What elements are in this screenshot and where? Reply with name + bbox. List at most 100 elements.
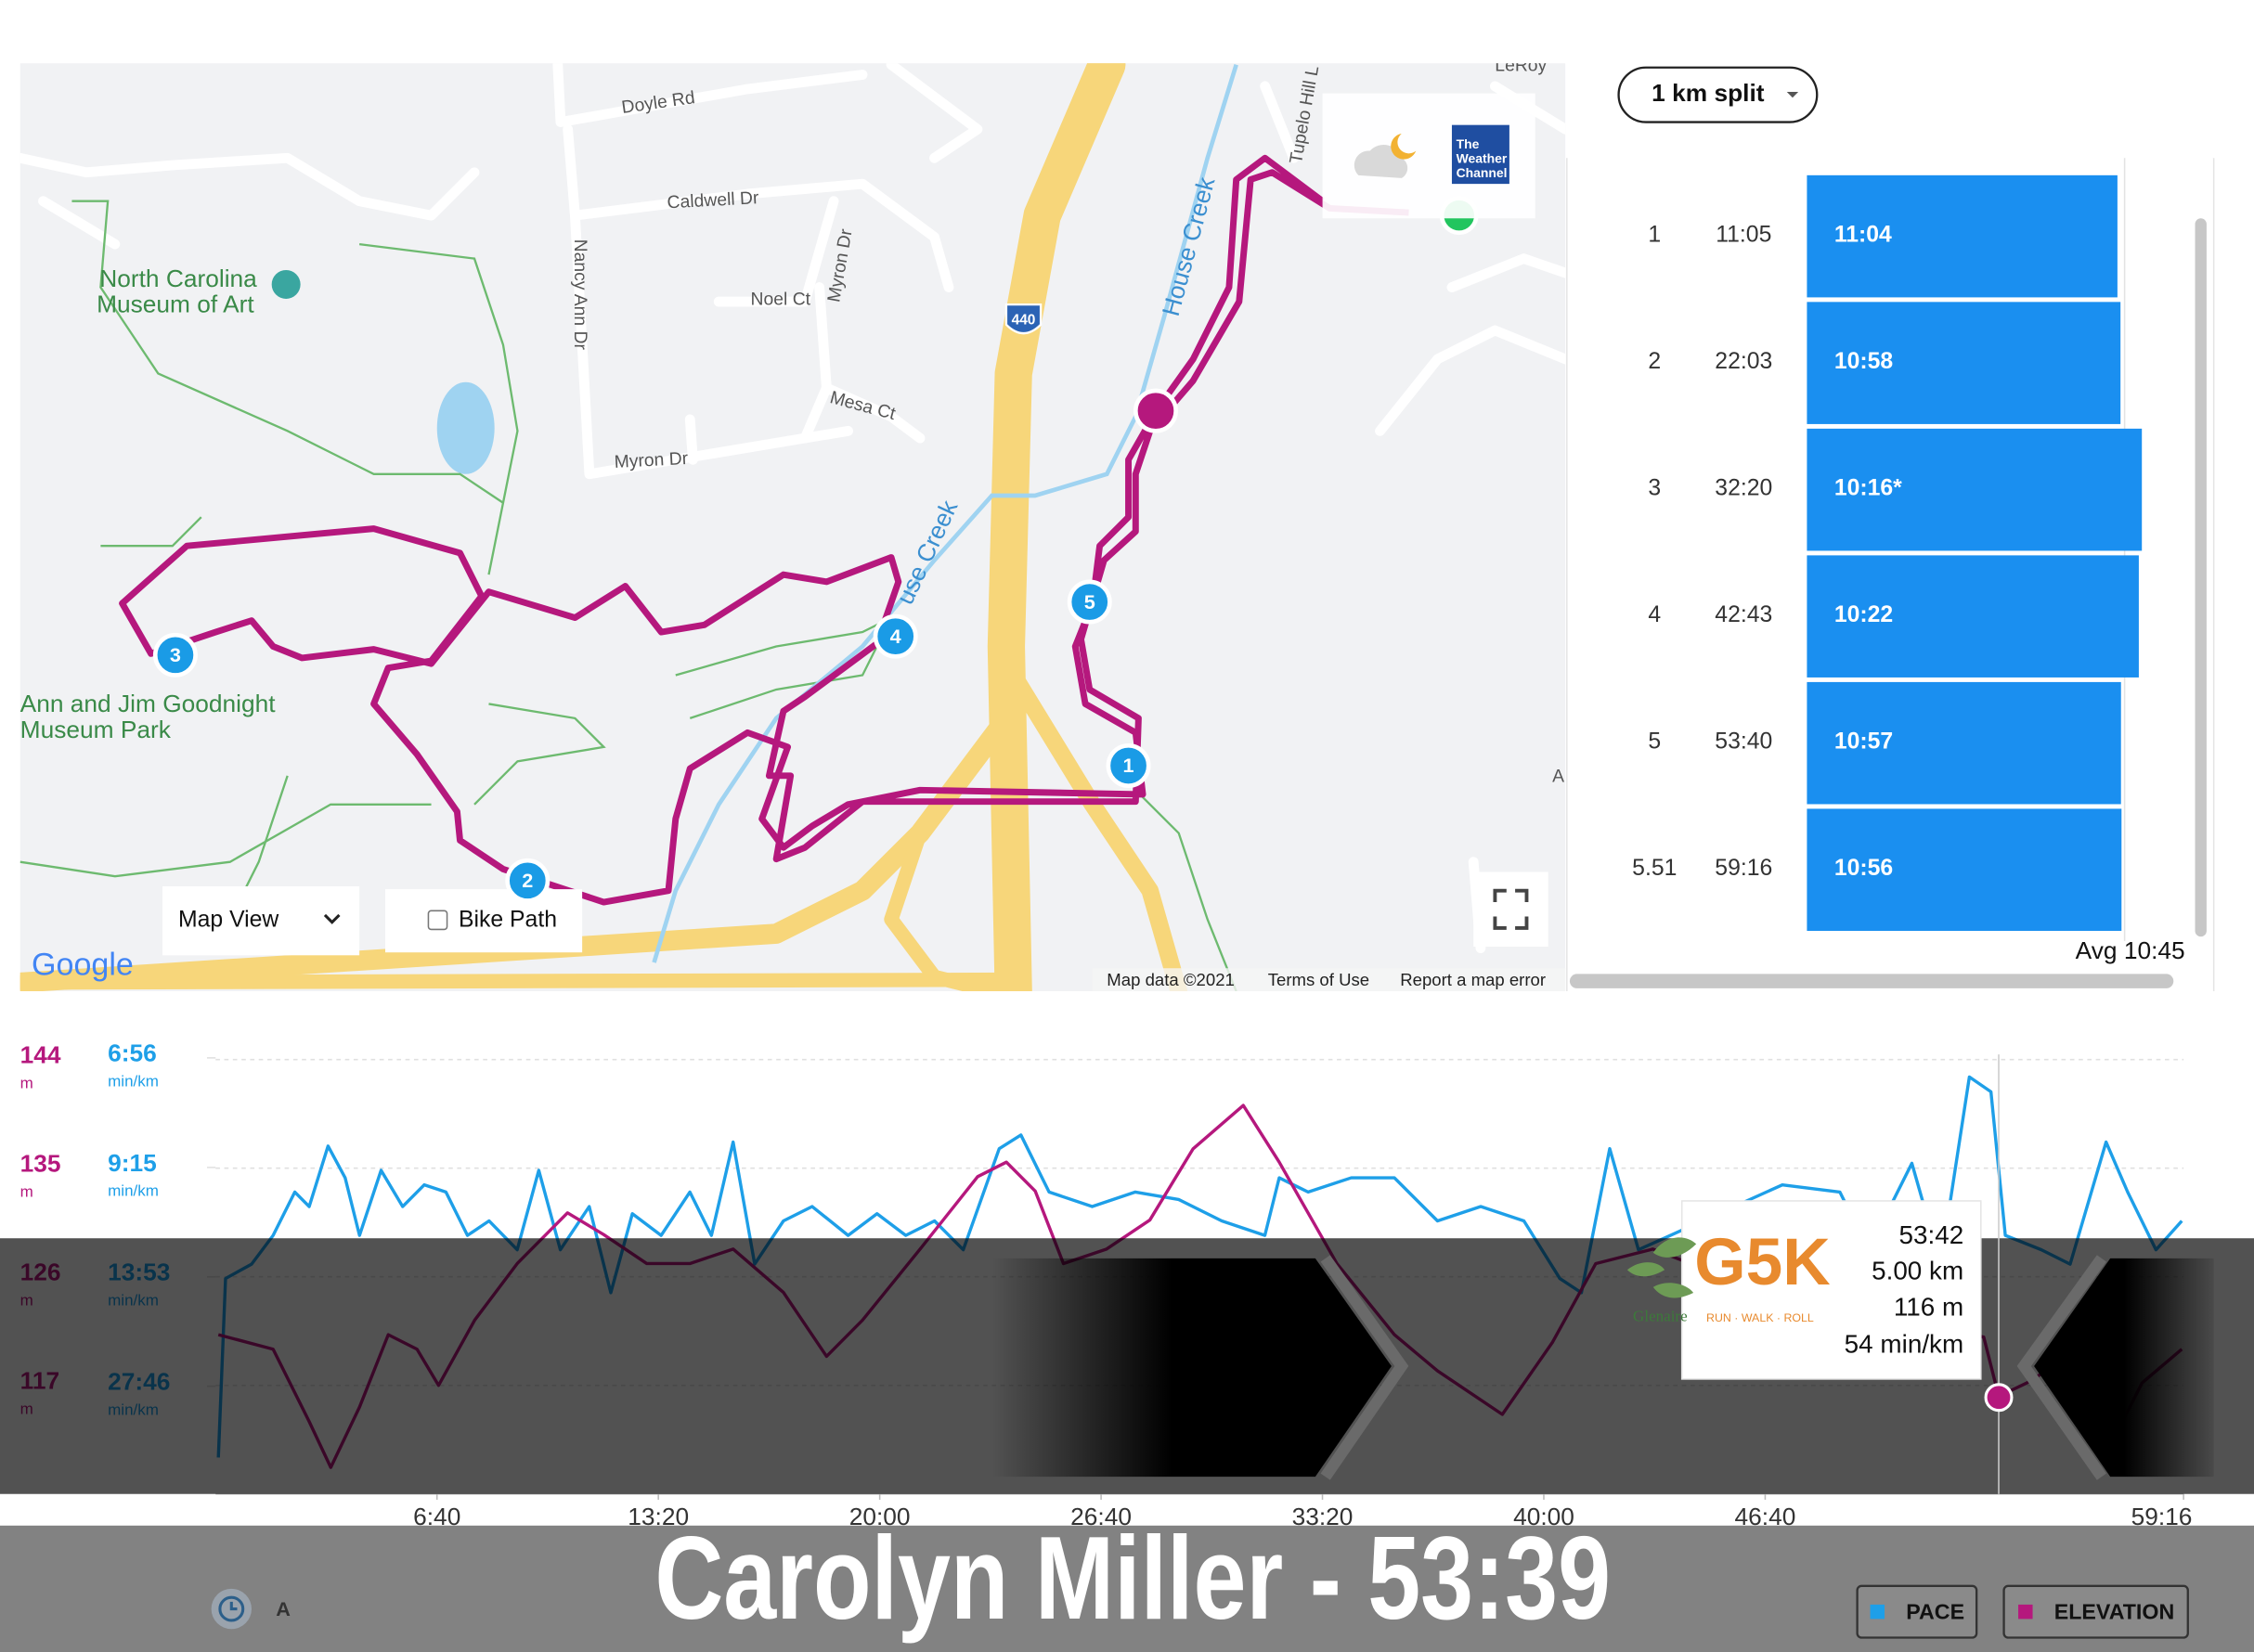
km-marker-label: 4 — [890, 625, 901, 648]
street-label: Myron Dr — [614, 448, 689, 472]
checkbox[interactable] — [427, 910, 448, 931]
vertical-scrollbar[interactable] — [2195, 218, 2207, 937]
legend-swatch — [1870, 1604, 1885, 1620]
splits-panel: 1 km split 1 11:05 11:04 2 22:03 10:58 3 32:20 10… — [1566, 66, 2215, 991]
clock-icon — [218, 1595, 245, 1622]
overlay-chevron-edge — [1320, 1255, 1409, 1480]
place-label: Museum Park — [20, 716, 172, 743]
weather-moon — [1391, 133, 1417, 160]
place-label: Ann and Jim Goodnight — [20, 690, 277, 717]
overlay-chevron-edge — [2016, 1255, 2106, 1480]
split-pace: 10:16* — [1834, 475, 1902, 500]
km-marker-label: 3 — [170, 643, 181, 666]
map-view-label: Map View — [178, 908, 279, 933]
split-km: 4 — [1648, 602, 1661, 627]
pace-toggle[interactable] — [1856, 1584, 1978, 1639]
logo-text: G5K — [1694, 1226, 1830, 1299]
overlay-chevron — [991, 1258, 1392, 1478]
y-tick-label: 144 — [20, 1041, 61, 1069]
logo-sub: Glenaire — [1633, 1307, 1688, 1324]
km-marker — [873, 613, 918, 659]
weather-channel-label: Channel — [1457, 165, 1508, 180]
street-label: Caldwell Dr — [667, 187, 759, 213]
position-marker — [1133, 388, 1178, 433]
km-marker-label: 5 — [1084, 590, 1095, 613]
split-time: 59:16 — [1715, 856, 1772, 881]
split-select-label: 1 km split — [1652, 79, 1765, 107]
map-attribution: Map data ©2021 — [1107, 970, 1235, 989]
split-pace: 11:04 — [1834, 222, 1892, 247]
km-marker-label: 1 — [1123, 754, 1134, 777]
place-label: North Carolina — [99, 265, 257, 292]
fullscreen-icon — [1493, 888, 1529, 930]
weather-channel-label: Weather — [1457, 150, 1508, 165]
street-label: Noel Ct — [751, 290, 811, 310]
overlay-title: Carolyn Miller - 53:39 — [654, 1512, 1611, 1644]
tooltip-distance: 5.00 km — [1872, 1257, 1963, 1285]
split-time: 11:05 — [1716, 222, 1771, 247]
split-pace-bar — [1807, 681, 2121, 805]
overlay-chevron — [2034, 1258, 2214, 1478]
split-pace-bar — [1807, 428, 2143, 551]
trails — [19, 200, 1237, 991]
split-pace-bar — [1807, 808, 2122, 931]
legend-label: ELEVATION — [2054, 1599, 2174, 1623]
legend-label: PACE — [1906, 1599, 1964, 1623]
split-select[interactable] — [1617, 66, 1819, 123]
clock-hands — [229, 1601, 238, 1611]
km-marker — [1106, 743, 1151, 788]
y2-tick-label: 6:56 — [108, 1039, 157, 1067]
horizontal-scrollbar[interactable] — [1569, 974, 2174, 988]
split-pace-bar — [1807, 174, 2118, 298]
google-logo: Google — [32, 948, 134, 983]
weather-channel-logo — [1451, 124, 1509, 185]
split-time: 32:20 — [1715, 475, 1772, 500]
select-caret — [1786, 92, 1799, 98]
y-tick-unit: m — [20, 1074, 33, 1091]
tooltip-pace: 7:54 min/km — [1822, 1330, 1963, 1359]
y-tick-label: 135 — [20, 1150, 61, 1178]
bottom-bar: Carolyn Miller - 53:39 A PACE ELEVATION — [0, 1512, 2254, 1652]
museum-icon — [271, 269, 301, 299]
map-attribution: Report a map error — [1400, 970, 1546, 989]
weather-channel-label: The — [1457, 136, 1480, 151]
select-chevron — [323, 913, 341, 924]
street-label: LeRoy — [1495, 55, 1547, 75]
place-label: Museum of Art — [97, 290, 254, 318]
split-km: 2 — [1648, 349, 1661, 374]
logo-backdrop — [1693, 1318, 1844, 1357]
cursor-dot — [1984, 1383, 2014, 1413]
split-time: 53:40 — [1715, 729, 1772, 754]
split-km: 3 — [1648, 475, 1661, 500]
logo-tagline: RUN · WALK · ROLL — [1706, 1311, 1814, 1324]
y2-tick-label: 9:15 — [108, 1149, 157, 1177]
split-time: 42:43 — [1715, 602, 1772, 627]
split-km: 5.51 — [1632, 856, 1677, 881]
bike-path-label: Bike Path — [459, 908, 557, 933]
split-pace: 10:58 — [1834, 349, 1894, 374]
elevation-toggle[interactable] — [2002, 1584, 2189, 1639]
tooltip-time: 53:42 — [1898, 1220, 1963, 1249]
creek — [652, 63, 1238, 963]
km-marker — [1067, 579, 1112, 625]
split-pace: 10:22 — [1834, 602, 1893, 627]
split-km: 1 — [1648, 222, 1661, 247]
logo-leaves — [1626, 1237, 1697, 1298]
street-label: Nancy Ann Dr — [570, 239, 590, 351]
distance-axis-button: A — [276, 1597, 291, 1620]
attribution-bar — [1092, 968, 1566, 991]
bike-path-toggle[interactable] — [384, 889, 583, 953]
split-pace: 10:56 — [1834, 856, 1893, 881]
split-km: 5 — [1648, 729, 1661, 754]
split-pace-bar — [1807, 555, 2139, 678]
y-tick-unit: m — [20, 1183, 33, 1201]
fullscreen-button[interactable] — [1473, 871, 1548, 948]
split-pace-bar — [1807, 302, 2121, 424]
map-view-select[interactable] — [162, 886, 360, 956]
shield — [1004, 303, 1043, 335]
map-attribution: Terms of Use — [1268, 970, 1369, 989]
